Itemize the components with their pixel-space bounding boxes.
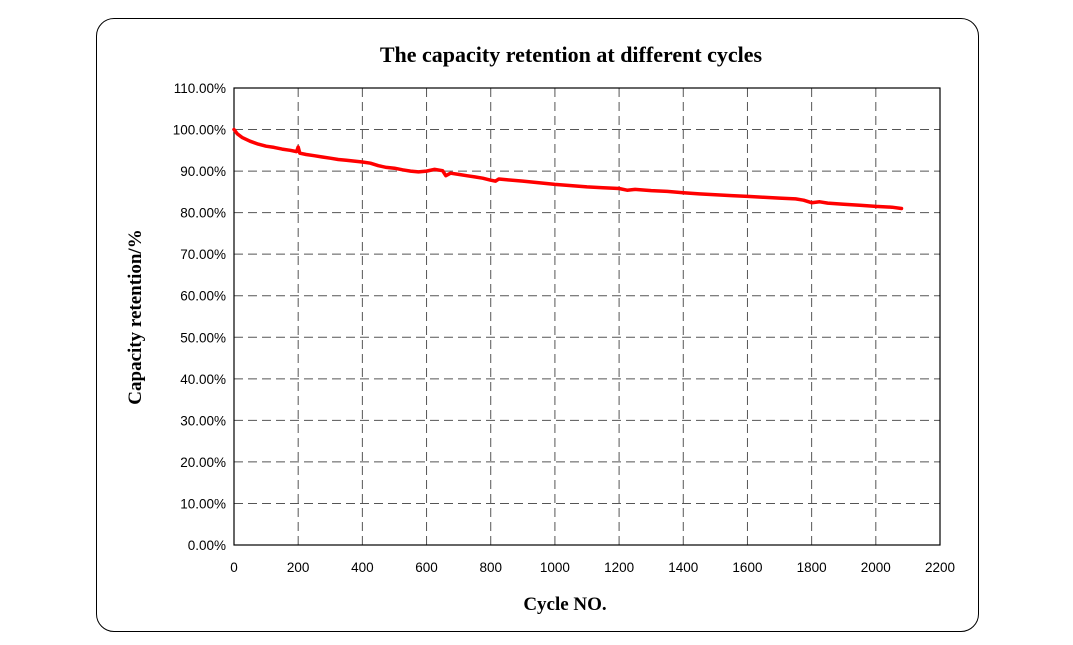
chart-title: The capacity retention at different cycl… <box>380 42 763 67</box>
x-tick-label: 2200 <box>925 560 955 575</box>
x-tick-label: 200 <box>287 560 310 575</box>
y-axis-title: Capacity retention/% <box>125 229 146 404</box>
x-tick-label: 1400 <box>668 560 698 575</box>
y-tick-label: 40.00% <box>180 372 226 387</box>
x-tick-label: 600 <box>415 560 438 575</box>
x-tick-label: 1600 <box>732 560 762 575</box>
y-tick-label: 70.00% <box>180 247 226 262</box>
y-tick-label: 50.00% <box>180 330 226 345</box>
x-tick-label: 1800 <box>797 560 827 575</box>
grid-lines <box>234 88 940 545</box>
series-line <box>232 127 904 211</box>
y-tick-label: 0.00% <box>188 538 226 553</box>
x-tick-label: 1200 <box>604 560 634 575</box>
x-tick-label: 0 <box>230 560 238 575</box>
x-axis-title: Cycle NO. <box>523 594 606 615</box>
y-tick-label: 90.00% <box>180 164 226 179</box>
x-tick-label: 2000 <box>861 560 891 575</box>
x-tick-label: 800 <box>479 560 502 575</box>
y-tick-label: 100.00% <box>173 123 226 138</box>
x-tick-label: 400 <box>351 560 374 575</box>
series-layer <box>232 127 904 211</box>
y-tick-label: 80.00% <box>180 206 226 221</box>
y-tick-label: 30.00% <box>180 413 226 428</box>
y-tick-label: 60.00% <box>180 289 226 304</box>
x-tick-label: 1000 <box>540 560 570 575</box>
y-tick-label: 10.00% <box>180 496 226 511</box>
y-tick-label: 110.00% <box>174 81 226 96</box>
y-tick-label: 20.00% <box>180 455 226 470</box>
plot-area-border <box>233 87 941 546</box>
tick-labels: 0.00% 10.00% 20.00% 30.00% 40.00% 50.00% 60.00… <box>173 81 955 575</box>
chart-frame <box>96 18 979 632</box>
